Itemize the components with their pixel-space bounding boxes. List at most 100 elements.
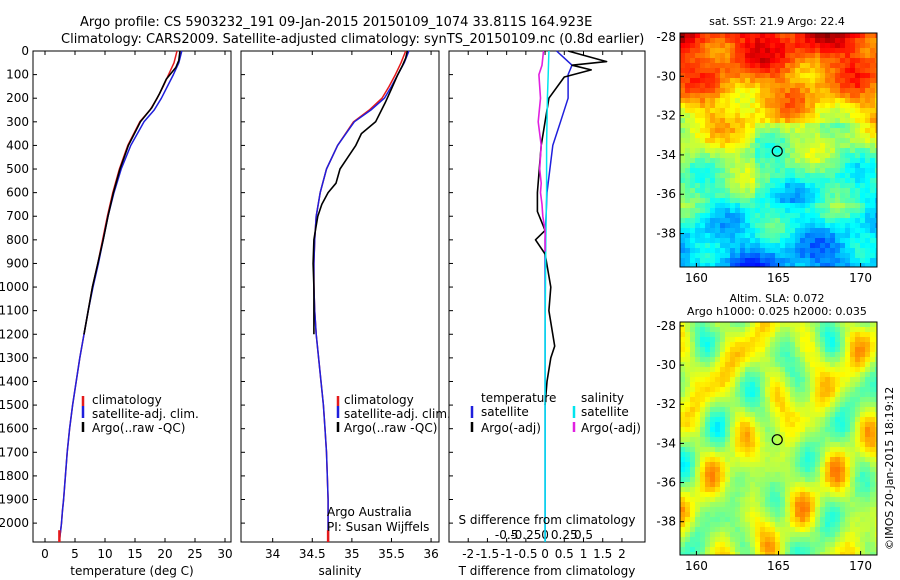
map-cell [825,223,830,228]
map-cell [875,123,877,128]
map-cell [700,133,705,138]
map-cell [745,417,750,422]
map-cell [750,133,755,138]
map-cell [875,263,877,267]
map-cell [850,253,855,258]
map-cell [690,427,695,432]
map-cell [735,337,740,342]
map-cell [795,118,800,123]
map-cell [705,457,710,462]
map-cell [705,437,710,442]
map-cell [835,477,840,482]
map-cell [700,392,705,397]
map-cell [840,193,845,198]
map-cell [865,492,870,497]
map-cell [825,342,830,347]
map-cell [685,442,690,447]
map-cell [845,457,850,462]
map-cell [690,93,695,98]
map-cell [725,327,730,332]
map-cell [870,407,875,412]
map-cell [770,118,775,123]
map-cell [695,58,700,63]
map-cell [850,128,855,133]
map-cell [850,63,855,68]
map-cell [835,552,840,555]
map-cell [845,198,850,203]
map-cell [720,103,725,108]
map-cell [790,517,795,522]
map-cell [750,243,755,248]
map-cell [810,322,815,327]
map-cell [790,228,795,233]
map-cell [850,367,855,372]
map-cell [825,427,830,432]
map-cell [845,472,850,477]
map-cell [720,63,725,68]
map-cell [870,83,875,88]
map-cell [740,103,745,108]
map-cell [715,198,720,203]
map-cell [745,502,750,507]
temperature-legend: climatology satellite-adj. clim. Argo(..… [81,393,199,435]
map-cell [695,432,700,437]
map-cell [740,512,745,517]
map-cell [850,238,855,243]
map-cell [720,193,725,198]
map-cell [775,178,780,183]
map-cell [805,238,810,243]
map-cell [785,253,790,258]
map-cell [785,103,790,108]
map-cell [830,467,835,472]
map-cell [845,322,850,327]
map-cell [820,527,825,532]
map-cell [685,183,690,188]
map-cell [740,93,745,98]
map-cell [720,198,725,203]
x-tick-label: 1.5 [593,547,612,561]
map-cell [770,432,775,437]
map-cell [840,43,845,48]
map-cell [780,228,785,233]
map-cell [760,412,765,417]
map-cell [850,347,855,352]
map-cell [815,377,820,382]
map-x-tick-label: 170 [849,271,872,285]
map-cell [860,477,865,482]
map-cell [790,392,795,397]
map-cell [695,447,700,452]
map-cell [685,58,690,63]
map-cell [840,243,845,248]
map-cell [690,372,695,377]
map-cell [725,522,730,527]
map-cell [840,352,845,357]
map-cell [775,228,780,233]
map-cell [735,148,740,153]
map-cell [765,517,770,522]
sst-map-title: sat. SST: 21.9 Argo: 22.4 [709,15,845,28]
map-cell [845,103,850,108]
map-cell [685,497,690,502]
map-cell [740,238,745,243]
map-cell [750,93,755,98]
map-cell [710,447,715,452]
map-cell [715,238,720,243]
map-cell [850,487,855,492]
map-cell [835,342,840,347]
map-cell [790,53,795,58]
map-cell [710,402,715,407]
map-cell [835,188,840,193]
map-cell [840,502,845,507]
map-cell [685,487,690,492]
map-cell [770,377,775,382]
map-cell [825,113,830,118]
map-cell [715,138,720,143]
map-cell [820,128,825,133]
map-cell [870,203,875,208]
map-cell [875,103,877,108]
map-cell [715,512,720,517]
series-t-satellite [544,50,573,542]
map-cell [690,472,695,477]
map-cell [775,327,780,332]
map-cell [780,477,785,482]
